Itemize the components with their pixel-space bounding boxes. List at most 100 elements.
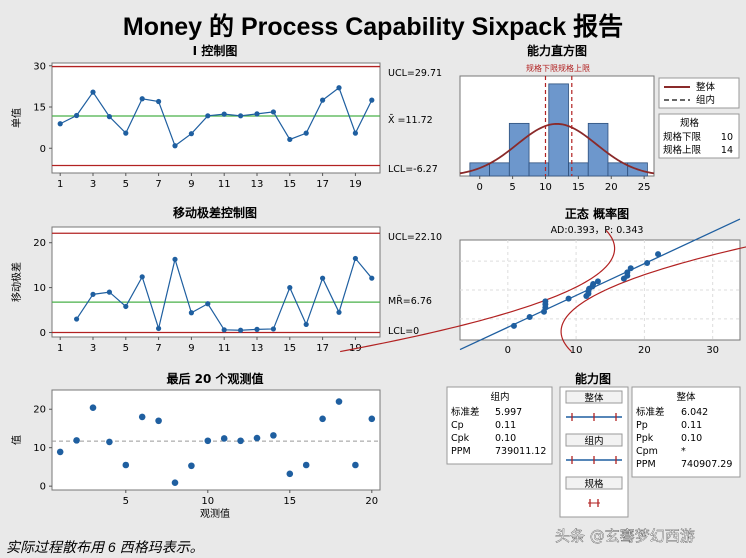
overall-stat-label: Cpm — [636, 446, 658, 457]
spec-lsl-value: 10 — [721, 132, 733, 143]
capability-bar-header — [565, 476, 623, 490]
x-tick-label: 9 — [188, 179, 194, 190]
data-point — [302, 461, 310, 469]
data-point — [172, 256, 178, 262]
spec-usl-label: 规格上限 — [663, 144, 702, 156]
data-point — [369, 97, 375, 103]
lower-band — [340, 229, 616, 353]
within-stat-label: PPM — [451, 446, 471, 457]
data-point — [287, 136, 293, 143]
y-tick-label: 30 — [33, 61, 46, 72]
data-point — [303, 130, 309, 136]
normal-plot-title: 正态 概率图 — [565, 206, 629, 221]
data-point — [205, 113, 211, 119]
data-point — [138, 413, 146, 421]
last-obs-ylabel: 值 — [10, 435, 23, 445]
data-point — [270, 432, 277, 439]
histogram-spec-note: 规格下限规格上限 — [526, 63, 590, 73]
data-point — [90, 291, 96, 297]
x-tick-label: 1 — [57, 179, 63, 190]
capability-bar-label: 整体 — [584, 392, 604, 404]
x-tick-label: 0 — [477, 182, 483, 193]
data-point — [156, 325, 162, 332]
y-tick-label: 20 — [33, 238, 46, 249]
x-tick-label: 13 — [251, 343, 264, 354]
within-table — [446, 386, 553, 465]
x-tick-label: 19 — [349, 179, 362, 190]
data-point — [627, 265, 634, 272]
overall-stat-label: 标准差 — [636, 406, 665, 418]
overall-table — [631, 386, 741, 478]
data-point — [254, 111, 260, 117]
upper-band — [560, 246, 746, 352]
x-tick-label: 0 — [505, 345, 511, 356]
data-point — [155, 417, 162, 425]
x-tick-label: 15 — [283, 496, 296, 507]
data-point — [57, 121, 63, 127]
histogram-bar — [489, 162, 510, 177]
x-tick-label: 11 — [218, 179, 231, 190]
normal-probability-plot: 正态 概率图 AD:0.393，P: 0.343 0 10 20 30 — [340, 206, 746, 356]
data-point — [89, 404, 97, 411]
histogram-bar — [508, 122, 530, 177]
x-tick-label: 5 — [123, 496, 129, 507]
within-stat-value: 739011.12 — [495, 446, 546, 457]
x-tick-label: 7 — [155, 343, 161, 354]
x-tick-label: 5 — [123, 179, 129, 190]
data-point — [542, 298, 549, 305]
normal-plot-subtitle: AD:0.393，P: 0.343 — [551, 225, 644, 236]
data-point — [320, 275, 326, 281]
y-tick-label: 20 — [33, 405, 46, 416]
x-tick-label: 5 — [509, 182, 515, 193]
data-point — [123, 303, 129, 310]
watermark: 头条 @玄骞梦幻西游 — [555, 527, 695, 545]
data-point — [139, 96, 145, 102]
last-obs-xlabel: 观测值 — [200, 507, 230, 520]
data-point — [352, 130, 358, 136]
overall-table-title: 整体 — [676, 391, 696, 403]
data-point — [188, 131, 194, 137]
data-point — [205, 301, 211, 307]
capability-bar-label: 规格 — [584, 478, 604, 490]
data-point — [287, 285, 293, 291]
i-chart-center-label: X̄ =11.72 — [388, 114, 433, 126]
last-observations-chart: 最后 20 个观测值 值 观测值 0 10 20 5 10 15 20 — [10, 371, 381, 520]
i-chart-title: I 控制图 — [193, 43, 238, 58]
data-point — [352, 255, 358, 262]
spec-usl-value: 14 — [721, 145, 733, 156]
histogram-legend — [658, 77, 740, 109]
last-obs-plot-area — [51, 389, 381, 491]
capability-histogram: 能力直方图 规格下限规格上限 0 5 10 15 20 25 整体 组内 规格 规格下限 … — [459, 43, 740, 193]
i-chart-ylabel: 单值 — [10, 108, 23, 128]
overall-stat-label: Ppk — [636, 433, 654, 444]
data-point — [238, 113, 244, 119]
mr-chart-ucl-label: UCL=22.10 — [388, 232, 442, 243]
data-point — [335, 398, 343, 405]
data-point — [624, 269, 631, 276]
y-tick-label: 0 — [40, 328, 46, 339]
x-tick-label: 1 — [57, 343, 63, 354]
data-point — [286, 470, 294, 478]
x-tick-label: 9 — [188, 343, 194, 354]
x-tick-label: 13 — [251, 179, 264, 190]
x-tick-label: 11 — [218, 343, 231, 354]
x-tick-label: 15 — [283, 343, 296, 354]
x-tick-label: 20 — [605, 182, 618, 193]
data-point — [319, 415, 326, 423]
y-tick-label: 10 — [33, 283, 46, 294]
i-chart-plot-area — [51, 62, 381, 174]
data-point — [171, 479, 179, 486]
data-point — [220, 435, 228, 442]
mr-chart-title: 移动极差控制图 — [173, 205, 257, 220]
capability-bar-header — [565, 433, 623, 447]
x-tick-label: 30 — [706, 345, 719, 356]
data-point — [221, 111, 227, 117]
data-point — [270, 326, 276, 332]
mr-chart-center-label: MR̄=6.76 — [388, 295, 432, 307]
legend-overall-label: 整体 — [696, 81, 716, 93]
data-point — [188, 462, 195, 470]
capability-bar-header — [565, 390, 623, 404]
